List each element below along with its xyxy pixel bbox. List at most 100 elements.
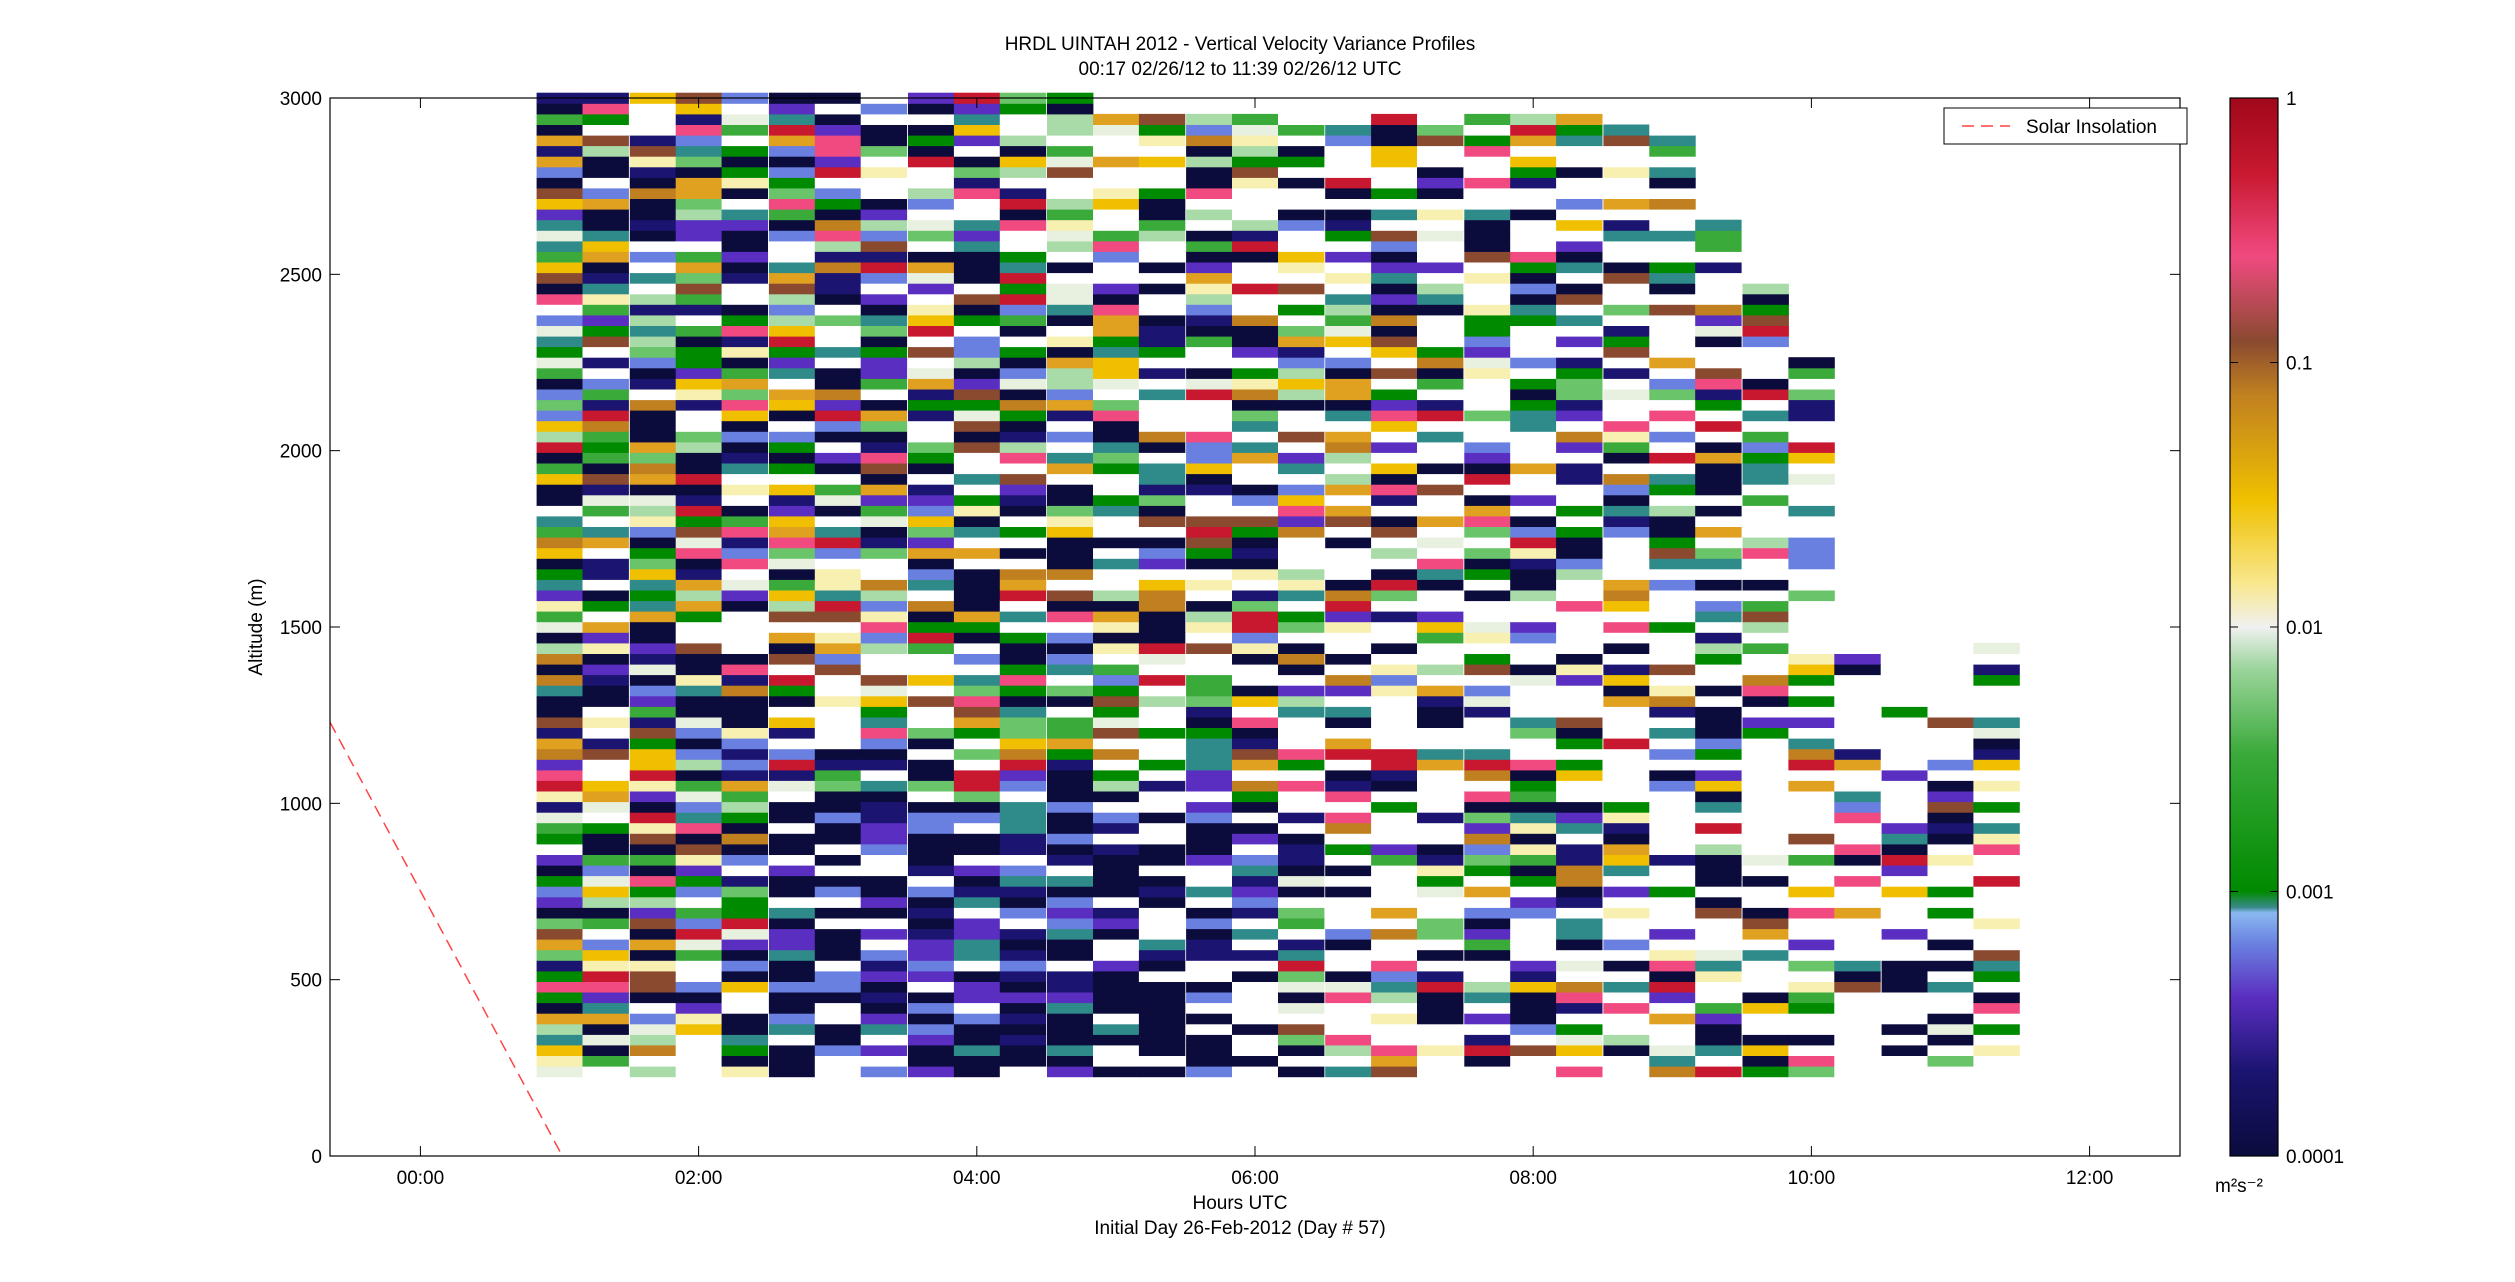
heatmap-cell [860,547,908,559]
heatmap-cell [1232,642,1279,654]
heatmap-cell [1881,875,1928,887]
heatmap-cell [721,515,768,527]
heatmap-cell [1417,981,1464,993]
heatmap-cell [1649,526,1696,538]
heatmap-cell [1278,272,1325,284]
heatmap-cell [1649,579,1696,591]
heatmap-cell [953,706,1001,718]
heatmap-cell [1186,537,1233,549]
heatmap-cell [814,346,862,358]
heatmap-cell [1138,367,1186,379]
heatmap-cell [860,526,908,538]
heatmap-cell [1417,325,1464,337]
heatmap-cell [1186,113,1233,125]
heatmap-cell [1093,166,1140,178]
heatmap-cell [536,822,583,834]
heatmap-cell [1742,367,1789,379]
heatmap-cell [814,611,862,623]
heatmap-cell [1649,748,1696,760]
heatmap-cell [1742,611,1789,623]
heatmap-cell [1138,304,1186,316]
heatmap-cell [1417,346,1464,358]
heatmap-cell [1278,664,1325,676]
heatmap-cell [768,611,816,623]
heatmap-cell [1464,801,1511,813]
heatmap-cell [1834,939,1881,951]
heatmap-cell [908,399,955,411]
heatmap-cell [1093,865,1140,877]
heatmap-cell [1649,124,1696,136]
heatmap-cell [675,1013,723,1025]
heatmap-cell [536,886,583,898]
heatmap-cell [1695,706,1742,718]
heatmap-cell [675,463,723,475]
heatmap-cell [1742,928,1789,940]
heatmap-cell [1138,949,1186,961]
heatmap-cell [1973,695,2020,707]
heatmap-cell [814,399,862,411]
heatmap-cell [1371,590,1418,602]
heatmap-cell [908,473,955,485]
heatmap-cell [1093,843,1140,855]
heatmap-cell [1232,865,1279,877]
heatmap-cell [999,1055,1047,1067]
heatmap-cell [1371,410,1418,422]
heatmap-cell [1603,325,1650,337]
heatmap-cell [1232,262,1279,274]
heatmap-cell [629,738,677,750]
heatmap-cell [1695,854,1742,866]
heatmap-cell [675,674,723,686]
heatmap-cell [675,886,723,898]
heatmap-cell [536,621,583,633]
heatmap-cell [1649,981,1696,993]
heatmap-cell [629,727,677,739]
heatmap-cell [1556,283,1603,295]
heatmap-cell [1834,907,1881,919]
heatmap-cell [1371,791,1418,803]
heatmap-cell [1371,843,1418,855]
heatmap-cell [908,748,955,760]
heatmap-cell [860,124,908,136]
heatmap-cell [1186,843,1233,855]
heatmap-cell [860,579,908,591]
heatmap-cell [1556,590,1603,602]
heatmap-cell [768,124,816,136]
heatmap-cell [1047,357,1094,369]
heatmap-cell [1371,822,1418,834]
heatmap-cell [629,653,677,665]
heatmap-cell [1695,981,1742,993]
heatmap-cell [1371,166,1418,178]
heatmap-cell [536,716,583,728]
heatmap-cell [1603,621,1650,633]
heatmap-cell [1788,590,1835,602]
heatmap-cell [1325,1034,1372,1046]
heatmap-cell [1603,1055,1650,1067]
heatmap-cell [908,389,955,401]
heatmap-cell [536,378,583,390]
heatmap-cell [1464,632,1511,644]
heatmap-cell [536,759,583,771]
heatmap-cell [1464,473,1511,485]
heatmap-cell [1278,738,1325,750]
heatmap-cell [536,1034,583,1046]
heatmap-cell [1371,209,1418,221]
heatmap-cell [953,1044,1001,1056]
heatmap-cell [1788,759,1835,771]
heatmap-cell [1973,918,2020,930]
heatmap-cell [1325,928,1372,940]
heatmap-cell [999,780,1047,792]
heatmap-cell [1232,431,1279,443]
heatmap-cell [1927,812,1974,824]
heatmap-cell [1186,568,1233,580]
heatmap-cell [1417,1055,1464,1067]
heatmap-cell [721,399,768,411]
heatmap-cell [1186,970,1233,982]
heatmap-cell [536,590,583,602]
heatmap-cell [1047,600,1094,612]
heatmap-cell [1973,907,2020,919]
heatmap-cell [1973,854,2020,866]
heatmap-cell [1047,960,1094,972]
heatmap-cell [1742,875,1789,887]
heatmap-cell [1138,1023,1186,1035]
heatmap-cell [675,621,723,633]
